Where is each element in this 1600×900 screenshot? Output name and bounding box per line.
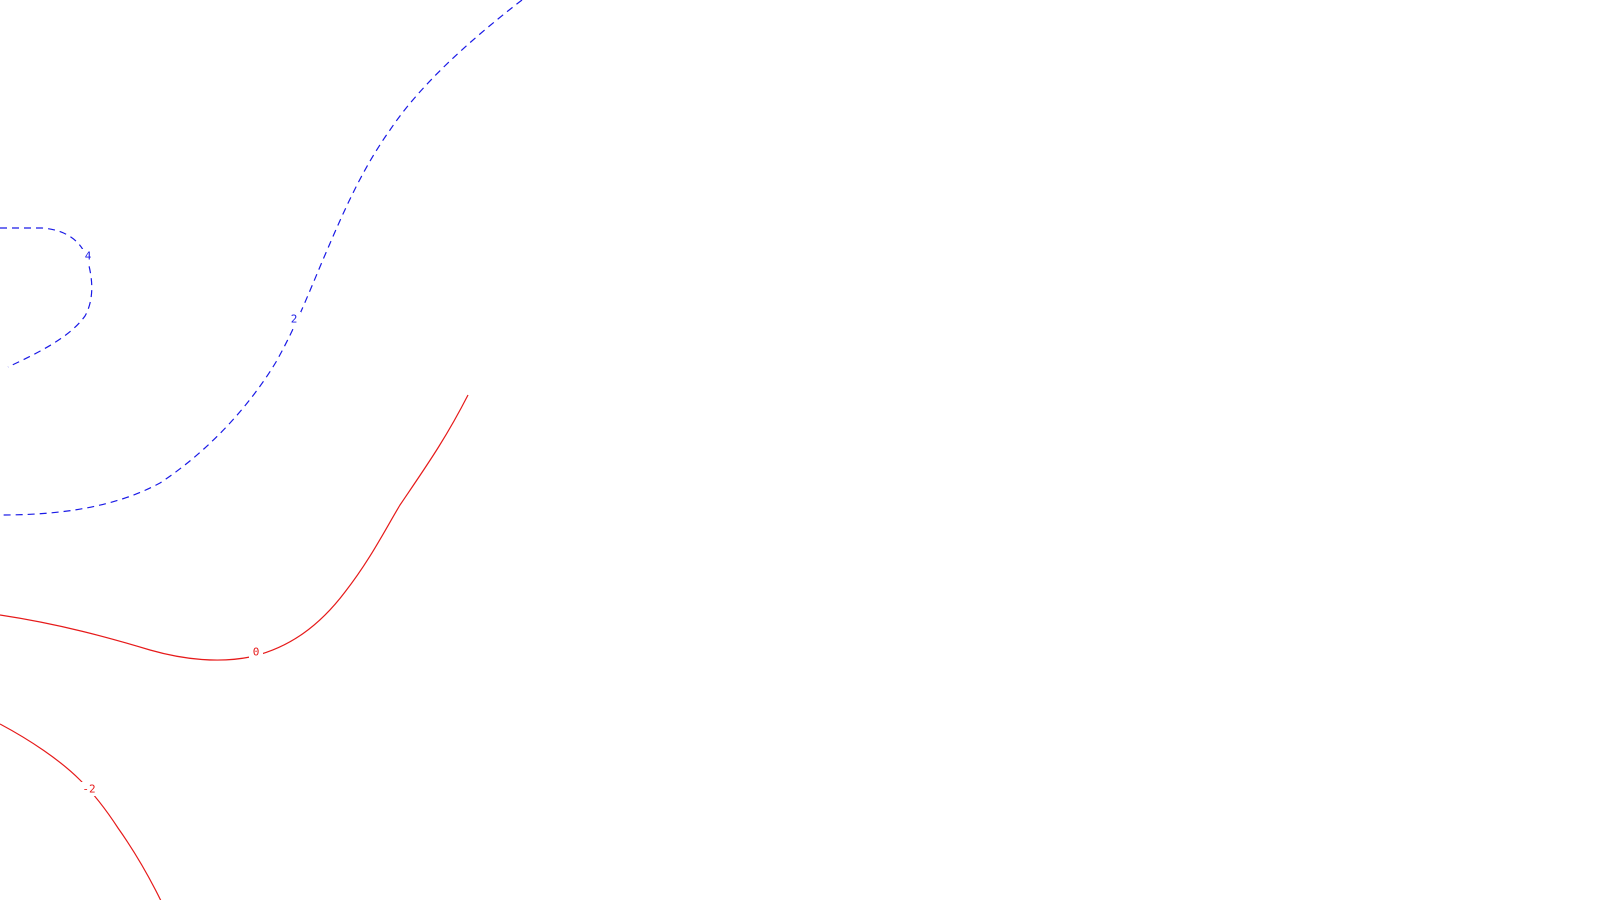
contour-line-4 — [0, 227, 93, 368]
contour-line-0 — [0, 394, 469, 661]
contour-label-bg-4 — [81, 249, 95, 263]
contour-line-minus-2 — [0, 723, 162, 900]
contour-label-bg-minus-2 — [79, 782, 99, 796]
contour-label-bg-2 — [287, 312, 301, 326]
contour-label-minus-2: -2 — [82, 783, 95, 796]
contour-label-0: 0 — [253, 646, 260, 659]
contour-label-bg-0 — [249, 645, 263, 659]
contour-label-4: 4 — [85, 250, 92, 263]
contour-label-2: 2 — [291, 313, 298, 326]
